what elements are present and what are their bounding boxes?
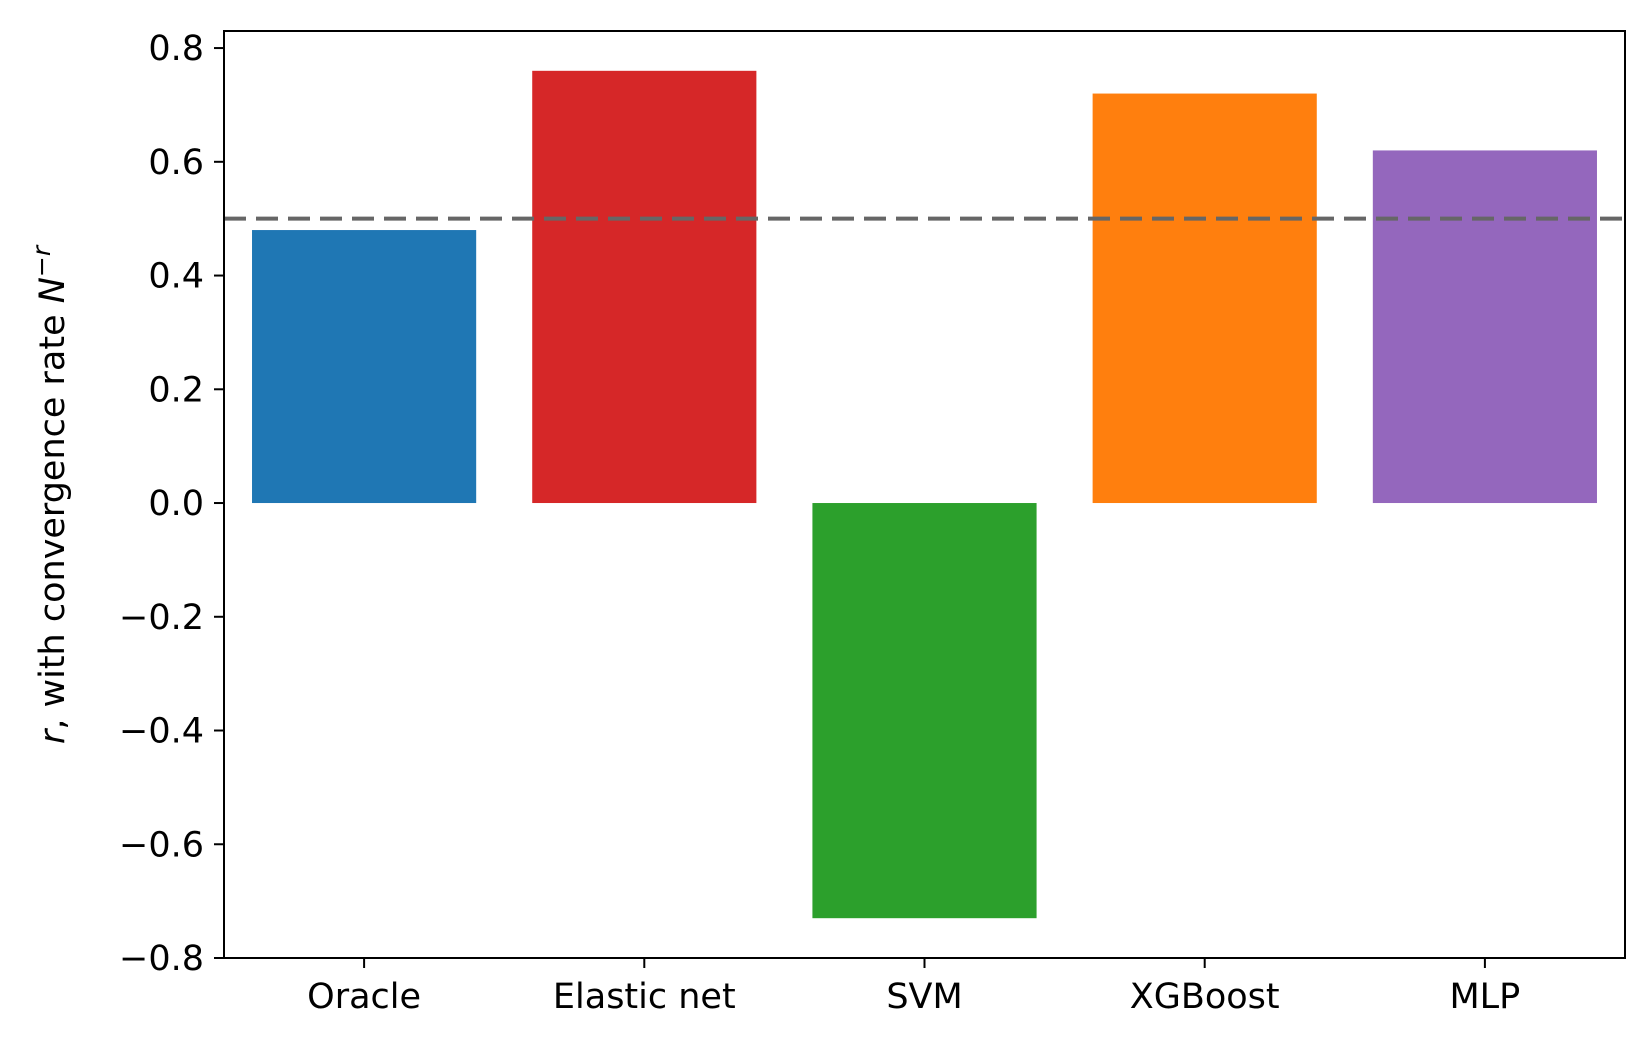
y-tick-label: 0.6 [148, 143, 204, 183]
y-axis-ticks: −0.8 −0.6 −0.4 −0.2 0.0 0.2 0.4 0.6 0.8 [119, 29, 224, 979]
y-tick-label: 0.0 [148, 484, 204, 524]
bar-mlp [1372, 150, 1597, 504]
y-label-middle: , with convergence rate [33, 303, 73, 730]
y-tick-label: −0.8 [119, 939, 204, 979]
x-tick-label: Oracle [307, 977, 421, 1017]
x-axis-ticks: Oracle Elastic net SVM XGBoost MLP [307, 958, 1520, 1017]
bar-svm [812, 503, 1037, 919]
bars-group [252, 70, 1597, 919]
bar-oracle [252, 230, 477, 504]
y-tick-label: −0.2 [119, 598, 204, 638]
bar-xgboost [1092, 93, 1317, 504]
bar-elastic-net [532, 70, 757, 504]
y-label-exponent: −r [27, 244, 56, 277]
y-label-var: r [33, 727, 73, 744]
y-tick-label: −0.4 [119, 712, 204, 752]
y-tick-label: −0.6 [119, 825, 204, 865]
x-tick-label: XGBoost [1130, 977, 1280, 1017]
y-axis-label: r, with convergence rate N−r [27, 244, 73, 744]
x-tick-label: Elastic net [553, 977, 736, 1017]
y-tick-label: 0.4 [148, 257, 204, 297]
x-tick-label: SVM [886, 977, 962, 1017]
y-tick-label: 0.8 [148, 29, 204, 69]
y-label-base: N [33, 277, 73, 303]
x-tick-label: MLP [1449, 977, 1520, 1017]
y-tick-label: 0.2 [148, 370, 204, 410]
